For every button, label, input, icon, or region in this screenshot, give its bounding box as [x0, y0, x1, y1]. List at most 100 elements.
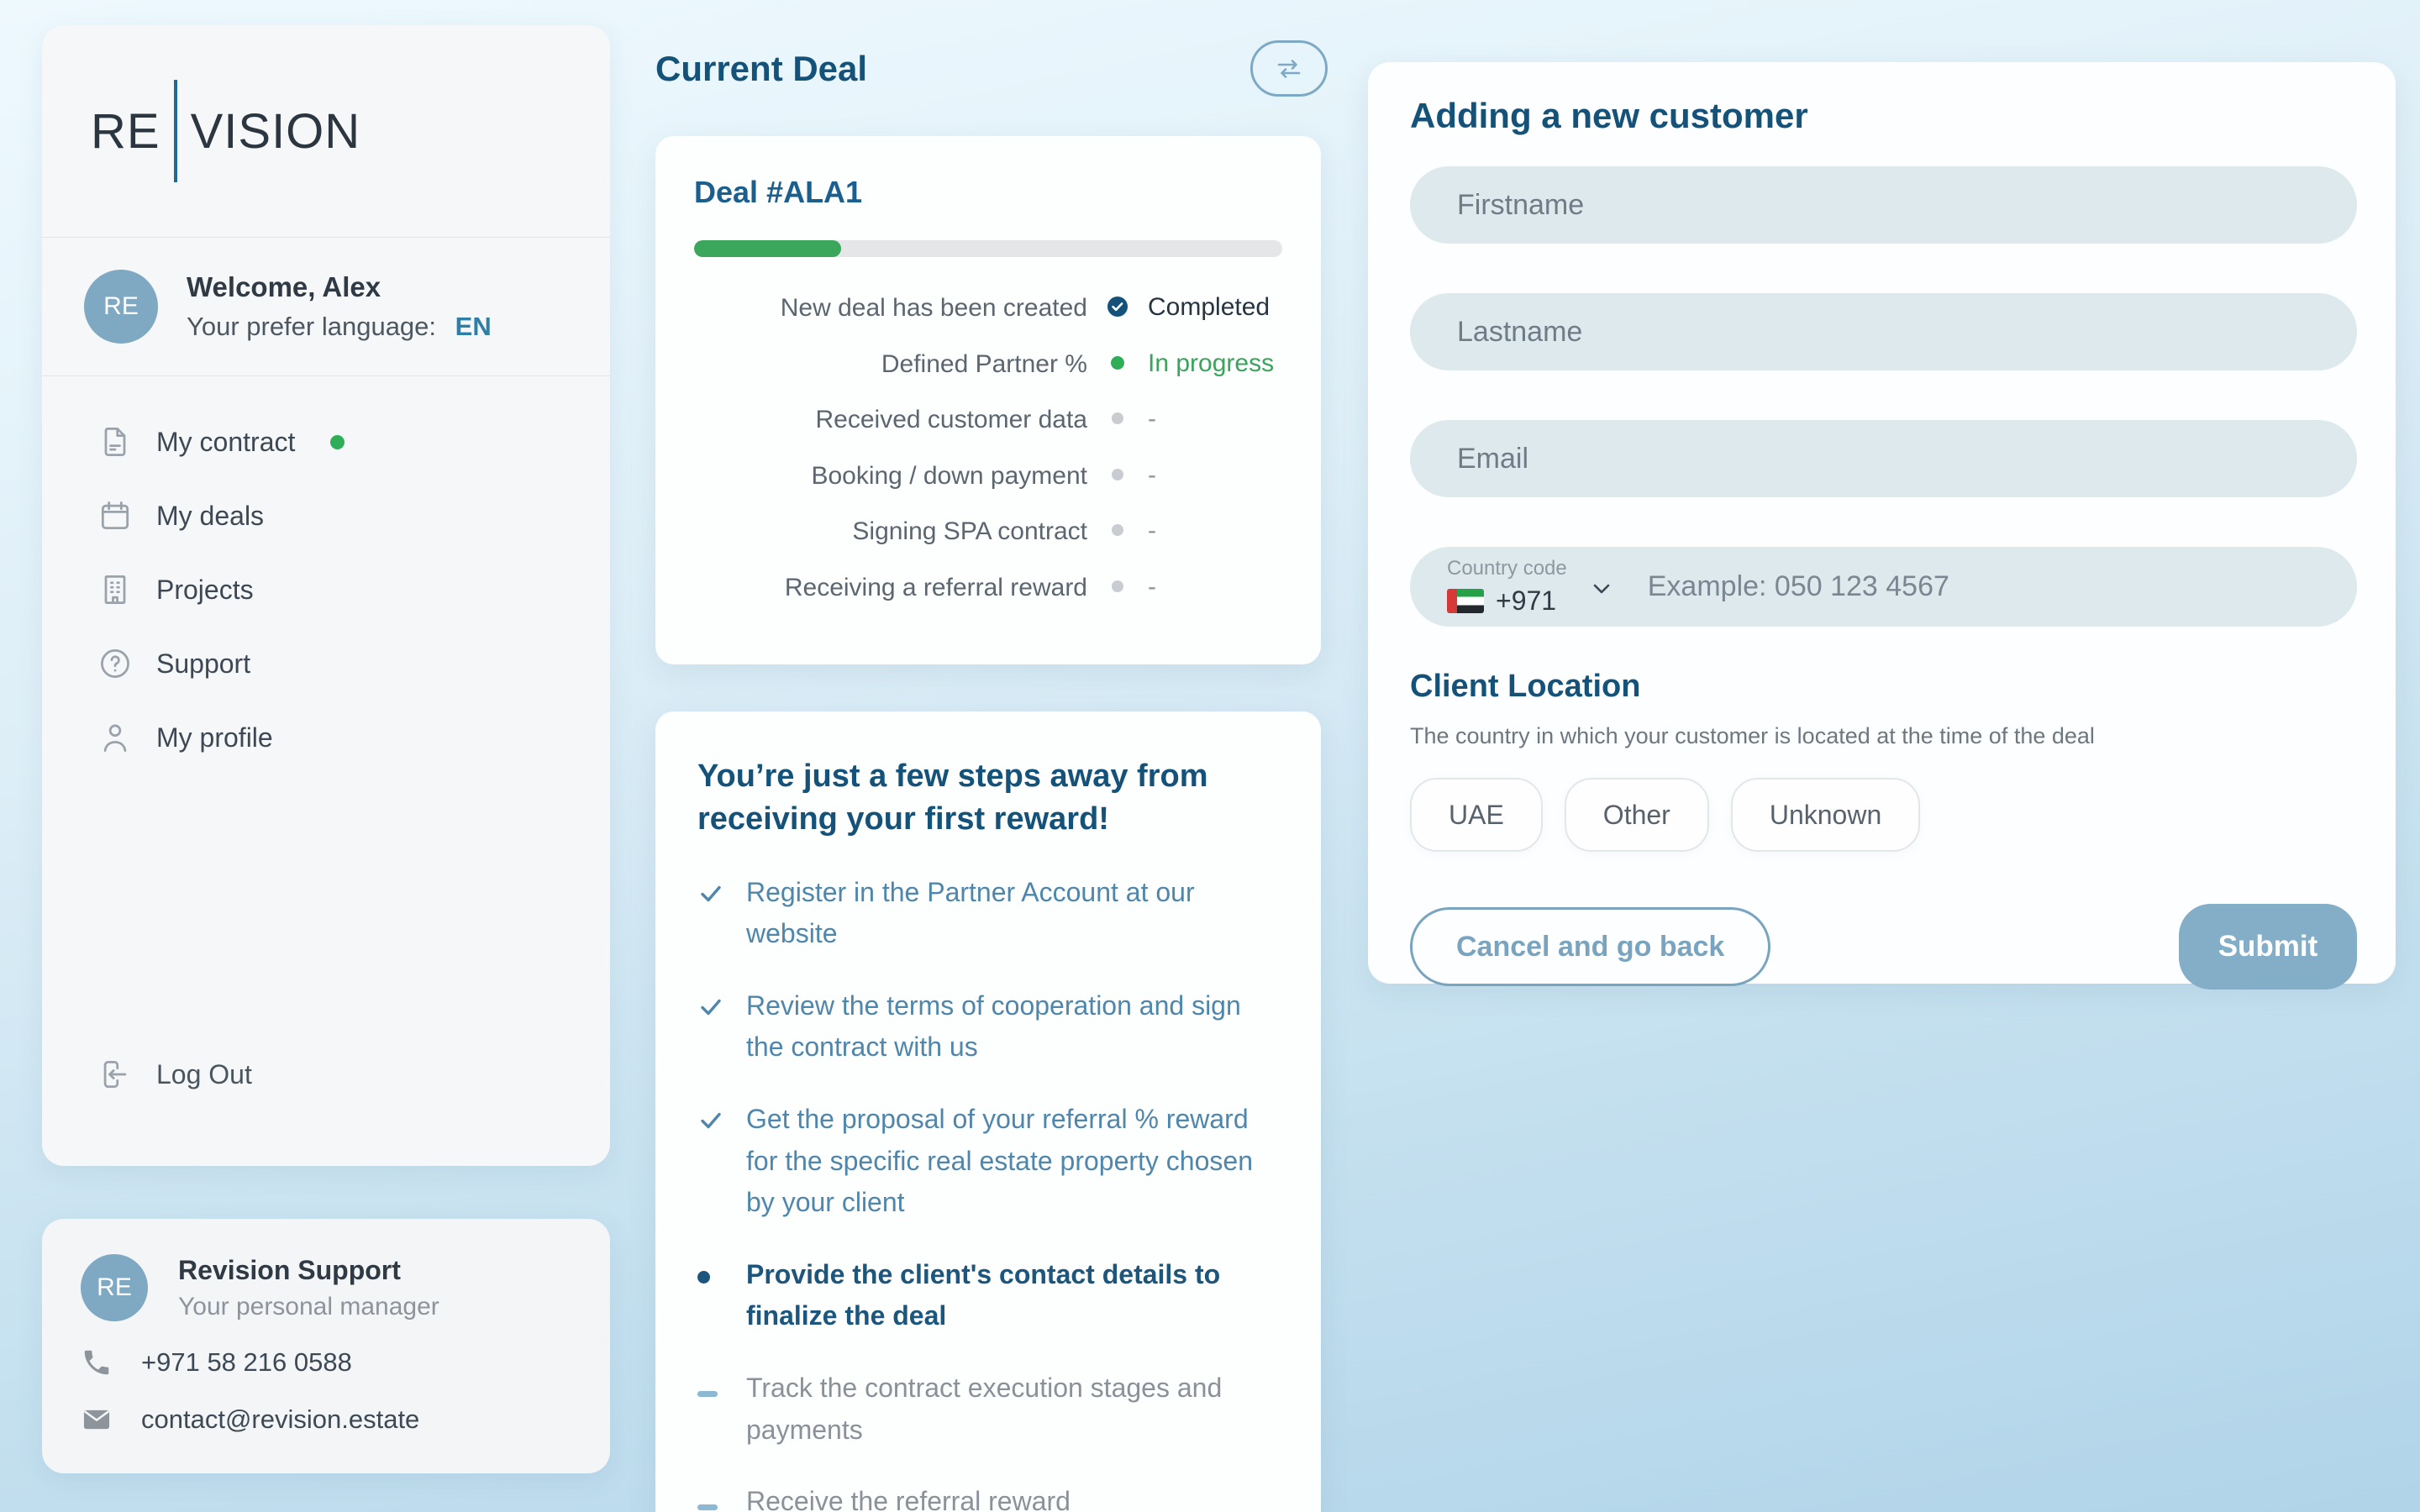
tutorial-title: You’re just a few steps away from receiv… — [697, 759, 1208, 837]
support-phone-row: +971 58 216 0588 — [81, 1347, 571, 1378]
country-code-selector[interactable]: Country code +971 — [1447, 557, 1567, 617]
mail-icon — [81, 1404, 113, 1436]
location-chip-other[interactable]: Other — [1564, 778, 1709, 852]
country-code-value: +971 — [1496, 585, 1557, 616]
chevron-down-icon[interactable] — [1589, 580, 1614, 599]
email-input[interactable] — [1410, 420, 2357, 497]
support-email-row: contact@revision.estate — [81, 1404, 571, 1436]
sidebar-divider — [42, 375, 610, 376]
client-location-description: The country in which your customer is lo… — [1410, 723, 2095, 748]
country-code-label: Country code — [1447, 557, 1567, 580]
logo-divider-bar — [173, 80, 177, 182]
pending-dot-icon — [1099, 570, 1136, 599]
add-customer-form: Adding a new customer Country code +971 … — [1368, 62, 2396, 990]
submit-button[interactable]: Submit — [2179, 904, 2357, 990]
check-icon — [697, 872, 731, 907]
step-label: Receiving a referral reward — [784, 573, 1087, 601]
support-avatar: RE — [81, 1254, 148, 1321]
deal-progress-bar — [694, 240, 1282, 257]
tutorial-item-text: Track the contract execution stages and … — [746, 1372, 1223, 1445]
document-icon — [96, 423, 134, 461]
phone-number-input[interactable] — [1613, 547, 2340, 627]
tutorial-item-current: Provide the client's contact details to … — [697, 1254, 1279, 1337]
uae-flag-icon — [1447, 589, 1484, 613]
tutorial-item-text: Get the proposal of your referral % rewa… — [746, 1103, 1253, 1218]
location-chip-unknown[interactable]: Unknown — [1730, 778, 1921, 852]
sidebar-divider — [42, 237, 610, 238]
in-progress-dot-icon — [1099, 347, 1136, 375]
deal-steps-list: New deal has been created Completed Defi… — [694, 291, 1282, 604]
form-title: Adding a new customer — [1410, 96, 1808, 135]
step-label: Defined Partner % — [881, 349, 1087, 378]
deal-step-row: New deal has been created Completed — [694, 291, 1282, 325]
sidebar-item-label: Projects — [156, 574, 254, 605]
client-location-options: UAE Other Unknown — [1410, 778, 2357, 852]
tutorial-item-text: Receive the referral reward — [746, 1486, 1071, 1512]
tutorial-item: Get the proposal of your referral % rewa… — [697, 1099, 1279, 1224]
language-label: Your prefer language: — [187, 312, 437, 341]
phone-icon — [81, 1347, 113, 1378]
pending-dot-icon — [1099, 402, 1136, 431]
deal-number-title: Deal #ALA1 — [694, 175, 863, 209]
step-status: In progress — [1148, 349, 1275, 377]
dash-icon — [697, 1481, 731, 1511]
logout-button[interactable]: Log Out — [42, 1055, 610, 1166]
support-email: contact@revision.estate — [141, 1404, 420, 1434]
logo-text-re: RE — [91, 103, 160, 159]
check-circle-icon — [1099, 291, 1136, 319]
form-actions: Cancel and go back Submit — [1410, 904, 2357, 990]
deal-progress-fill — [694, 240, 841, 257]
logo: RE VISION — [42, 25, 610, 237]
deal-header: Current Deal — [655, 40, 1328, 97]
lastname-input[interactable] — [1410, 293, 2357, 370]
user-avatar: RE — [84, 270, 158, 344]
firstname-input[interactable] — [1410, 166, 2357, 244]
sidebar-item-my-profile[interactable]: My profile — [96, 716, 610, 759]
tutorial-item: Receive the referral reward — [697, 1481, 1279, 1512]
language-selector[interactable]: EN — [455, 312, 492, 341]
calendar-icon — [96, 496, 134, 535]
logout-icon — [96, 1055, 134, 1094]
pending-dot-icon — [1099, 459, 1136, 487]
dash-icon — [697, 1368, 731, 1397]
support-name: Revision Support — [178, 1254, 401, 1285]
deal-step-row: Receiving a referral reward - — [694, 570, 1282, 605]
check-icon — [697, 985, 731, 1021]
step-status: - — [1148, 405, 1156, 433]
deal-step-row: Defined Partner % In progress — [694, 347, 1282, 381]
step-status: - — [1148, 517, 1156, 544]
deal-column: Current Deal Deal #ALA1 New deal has bee… — [655, 40, 1328, 1512]
sidebar-item-my-contract[interactable]: My contract — [96, 420, 610, 464]
sidebar-item-label: My contract — [156, 426, 296, 457]
sidebar-item-my-deals[interactable]: My deals — [96, 494, 610, 538]
step-label: New deal has been created — [780, 294, 1087, 322]
step-status: - — [1148, 572, 1156, 601]
support-card: RE Revision Support Your personal manage… — [42, 1219, 610, 1473]
cancel-button[interactable]: Cancel and go back — [1410, 907, 1771, 986]
sidebar-item-label: My profile — [156, 722, 273, 753]
current-deal-title: Current Deal — [655, 48, 868, 88]
tutorial-item-text: Register in the Partner Account at our w… — [746, 876, 1195, 949]
sidebar-item-support[interactable]: Support — [96, 642, 610, 685]
building-icon — [96, 570, 134, 609]
step-label: Signing SPA contract — [852, 517, 1087, 545]
swap-arrows-icon — [1272, 57, 1306, 81]
deal-step-row: Booking / down payment - — [694, 459, 1282, 493]
deal-card: Deal #ALA1 New deal has been created Com… — [655, 136, 1321, 664]
support-header: RE Revision Support Your personal manage… — [81, 1254, 571, 1321]
logout-label: Log Out — [156, 1058, 252, 1089]
location-chip-uae[interactable]: UAE — [1410, 778, 1543, 852]
sidebar: RE VISION RE Welcome, Alex Your prefer l… — [42, 25, 610, 1166]
welcome-block: RE Welcome, Alex Your prefer language: E… — [42, 238, 610, 375]
tutorial-item: Track the contract execution stages and … — [697, 1368, 1279, 1451]
sidebar-item-projects[interactable]: Projects — [96, 568, 610, 612]
pending-dot-icon — [1099, 514, 1136, 543]
sidebar-nav: My contract My deals — [42, 376, 610, 790]
deal-step-row: Received customer data - — [694, 402, 1282, 437]
phone-field: Country code +971 — [1410, 547, 2357, 627]
language-row: Your prefer language: EN — [187, 312, 492, 342]
contract-status-dot — [330, 434, 345, 449]
tutorial-card: You’re just a few steps away from receiv… — [655, 711, 1321, 1512]
switch-deal-button[interactable] — [1250, 40, 1328, 97]
